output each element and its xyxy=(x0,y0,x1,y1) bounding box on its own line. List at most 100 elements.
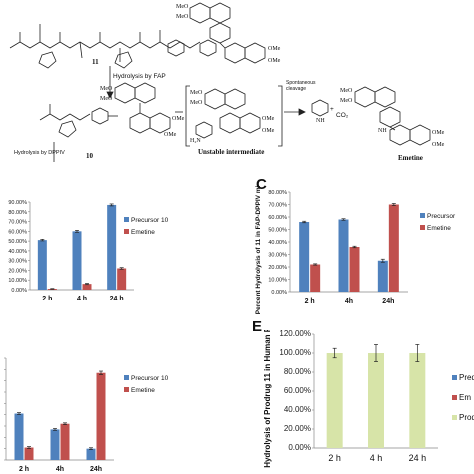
emetine-label: Emetine xyxy=(398,154,423,162)
bar-a xyxy=(409,353,426,448)
bar-a xyxy=(50,429,60,460)
legend-label: Emetine xyxy=(131,387,155,394)
y-tick-label: 50.00% xyxy=(268,228,287,234)
legend-label: Precursor 10 xyxy=(131,217,169,224)
step-fap-label: Hydrolysis by FAP xyxy=(113,73,166,80)
atom-label: MeO xyxy=(340,88,353,94)
legend-swatch xyxy=(124,229,129,234)
atom-label: OMe xyxy=(262,128,275,134)
bar-b xyxy=(60,423,70,460)
category-label: 24 h xyxy=(409,453,427,463)
legend-swatch xyxy=(452,395,457,400)
bar-b xyxy=(117,268,127,290)
category-label: 24h xyxy=(382,298,394,305)
y-tick-label: 20.00% xyxy=(284,424,311,433)
legend-label: Em xyxy=(459,393,471,402)
y-tick-label: 20.00% xyxy=(268,265,287,271)
atom-label: MeO xyxy=(100,96,113,102)
y-tick-label: 100.00% xyxy=(279,348,311,357)
y-tick-label: 30.00% xyxy=(8,259,27,265)
y-tick-label: 10.00% xyxy=(8,278,27,284)
legend-label: Emetine xyxy=(131,229,155,236)
category-label: 4h xyxy=(56,466,64,473)
atom-label: H₂N xyxy=(190,138,201,144)
legend-label: Prod xyxy=(459,413,474,422)
y-tick-label: 90.00% xyxy=(8,200,27,206)
scheme-structures xyxy=(9,2,431,162)
atom-label: MeO xyxy=(100,86,113,92)
atom-label: OMe xyxy=(268,58,281,64)
legend-swatch xyxy=(420,225,425,230)
panel-letter-e: E xyxy=(252,318,263,335)
atom-label: NH xyxy=(378,128,387,134)
atom-label: OMe xyxy=(268,46,281,52)
reaction-scheme: MeO MeO OMe OMe MeO MeO OMe OMe MeO MeO … xyxy=(0,0,474,168)
bar-a xyxy=(72,231,82,290)
legend-label: Emetine xyxy=(427,225,451,232)
bar-a xyxy=(338,219,349,292)
atom-label: MeO xyxy=(190,100,203,106)
y-tick-label: 40.00% xyxy=(268,240,287,246)
compound-11-label: 11 xyxy=(92,58,99,66)
y-tick-label: 0.00% xyxy=(271,290,287,296)
y-tick-label: 50.00% xyxy=(8,239,27,245)
y-tick-label: 0.00% xyxy=(11,288,27,294)
bar-a xyxy=(14,413,24,460)
bar-a xyxy=(326,353,343,448)
legend-label: Pred xyxy=(459,373,474,382)
y-tick-label: 80.00% xyxy=(268,190,287,196)
atom-label: OMe xyxy=(164,132,177,138)
legend-swatch xyxy=(124,375,129,380)
bar-a xyxy=(368,353,384,448)
bar-b xyxy=(388,204,399,292)
category-label: 24 h xyxy=(110,296,124,300)
panel-letter-c: C xyxy=(256,176,267,193)
category-label: 4 h xyxy=(77,296,87,300)
legend-swatch xyxy=(452,375,457,380)
compound-10-label: 10 xyxy=(86,152,93,160)
y-tick-label: 30.00% xyxy=(268,253,287,259)
legend-label: Precursor 10 xyxy=(131,375,169,382)
atom-label: MeO xyxy=(190,90,203,96)
atom-label: NH xyxy=(316,118,325,124)
bar-a xyxy=(86,448,96,460)
category-label: 2 h xyxy=(19,466,29,473)
y-tick-label: 70.00% xyxy=(268,203,287,209)
bar-b xyxy=(349,247,360,292)
y-tick-label: 70.00% xyxy=(8,220,27,226)
co2-label: CO₂ xyxy=(336,112,349,119)
category-label: 2 h xyxy=(42,296,52,300)
legend-swatch xyxy=(124,217,129,222)
bar-b xyxy=(310,264,321,292)
bar-a xyxy=(107,204,117,290)
legend-swatch xyxy=(124,387,129,392)
y-tick-label: 60.00% xyxy=(8,229,27,235)
bar-a xyxy=(299,222,310,292)
category-label: 2 h xyxy=(305,298,315,305)
y-tick-label: 40.00% xyxy=(8,249,27,255)
legend-swatch xyxy=(452,415,457,420)
bar-b xyxy=(82,284,92,290)
atom-label: OMe xyxy=(172,116,185,122)
plus-sign: + xyxy=(330,106,334,113)
chart-c: 0.00% 10.00% 20.00% 30.00% 40.00% 50.00% 60.00… xyxy=(255,186,456,314)
y-tick-label: 60.00% xyxy=(268,215,287,221)
y-tick-label: 120.00% xyxy=(279,330,311,338)
y-axis-label: Hydrolysis of Prodrug 11 in Human Plasma xyxy=(263,330,272,468)
intermediate-label: Unstable intermediate xyxy=(198,148,265,156)
y-tick-label: 80.00% xyxy=(8,210,27,216)
legend-label: Precursor xyxy=(427,213,456,220)
atom-label: OMe xyxy=(432,130,445,136)
y-tick-label: 0.00% xyxy=(288,443,311,452)
y-tick-label: 80.00% xyxy=(284,367,311,376)
y-tick-label: 60.00% xyxy=(284,386,311,395)
category-label: 2 h xyxy=(328,453,341,463)
y-tick-label: 40.00% xyxy=(284,405,311,414)
chart-top-left: 0.00% 10.00% 20.00% 30.00% 40.00% 50.00% 60.00… xyxy=(8,200,169,300)
atom-label: MeO xyxy=(340,98,353,104)
atom-label: OMe xyxy=(262,116,275,122)
y-tick-label: 10.00% xyxy=(268,278,287,284)
y-axis-label: Percent Hydrolysis of 11 in FAP-DPPIV mi… xyxy=(255,186,262,314)
bar-a xyxy=(37,240,47,290)
bar-b xyxy=(96,372,106,460)
